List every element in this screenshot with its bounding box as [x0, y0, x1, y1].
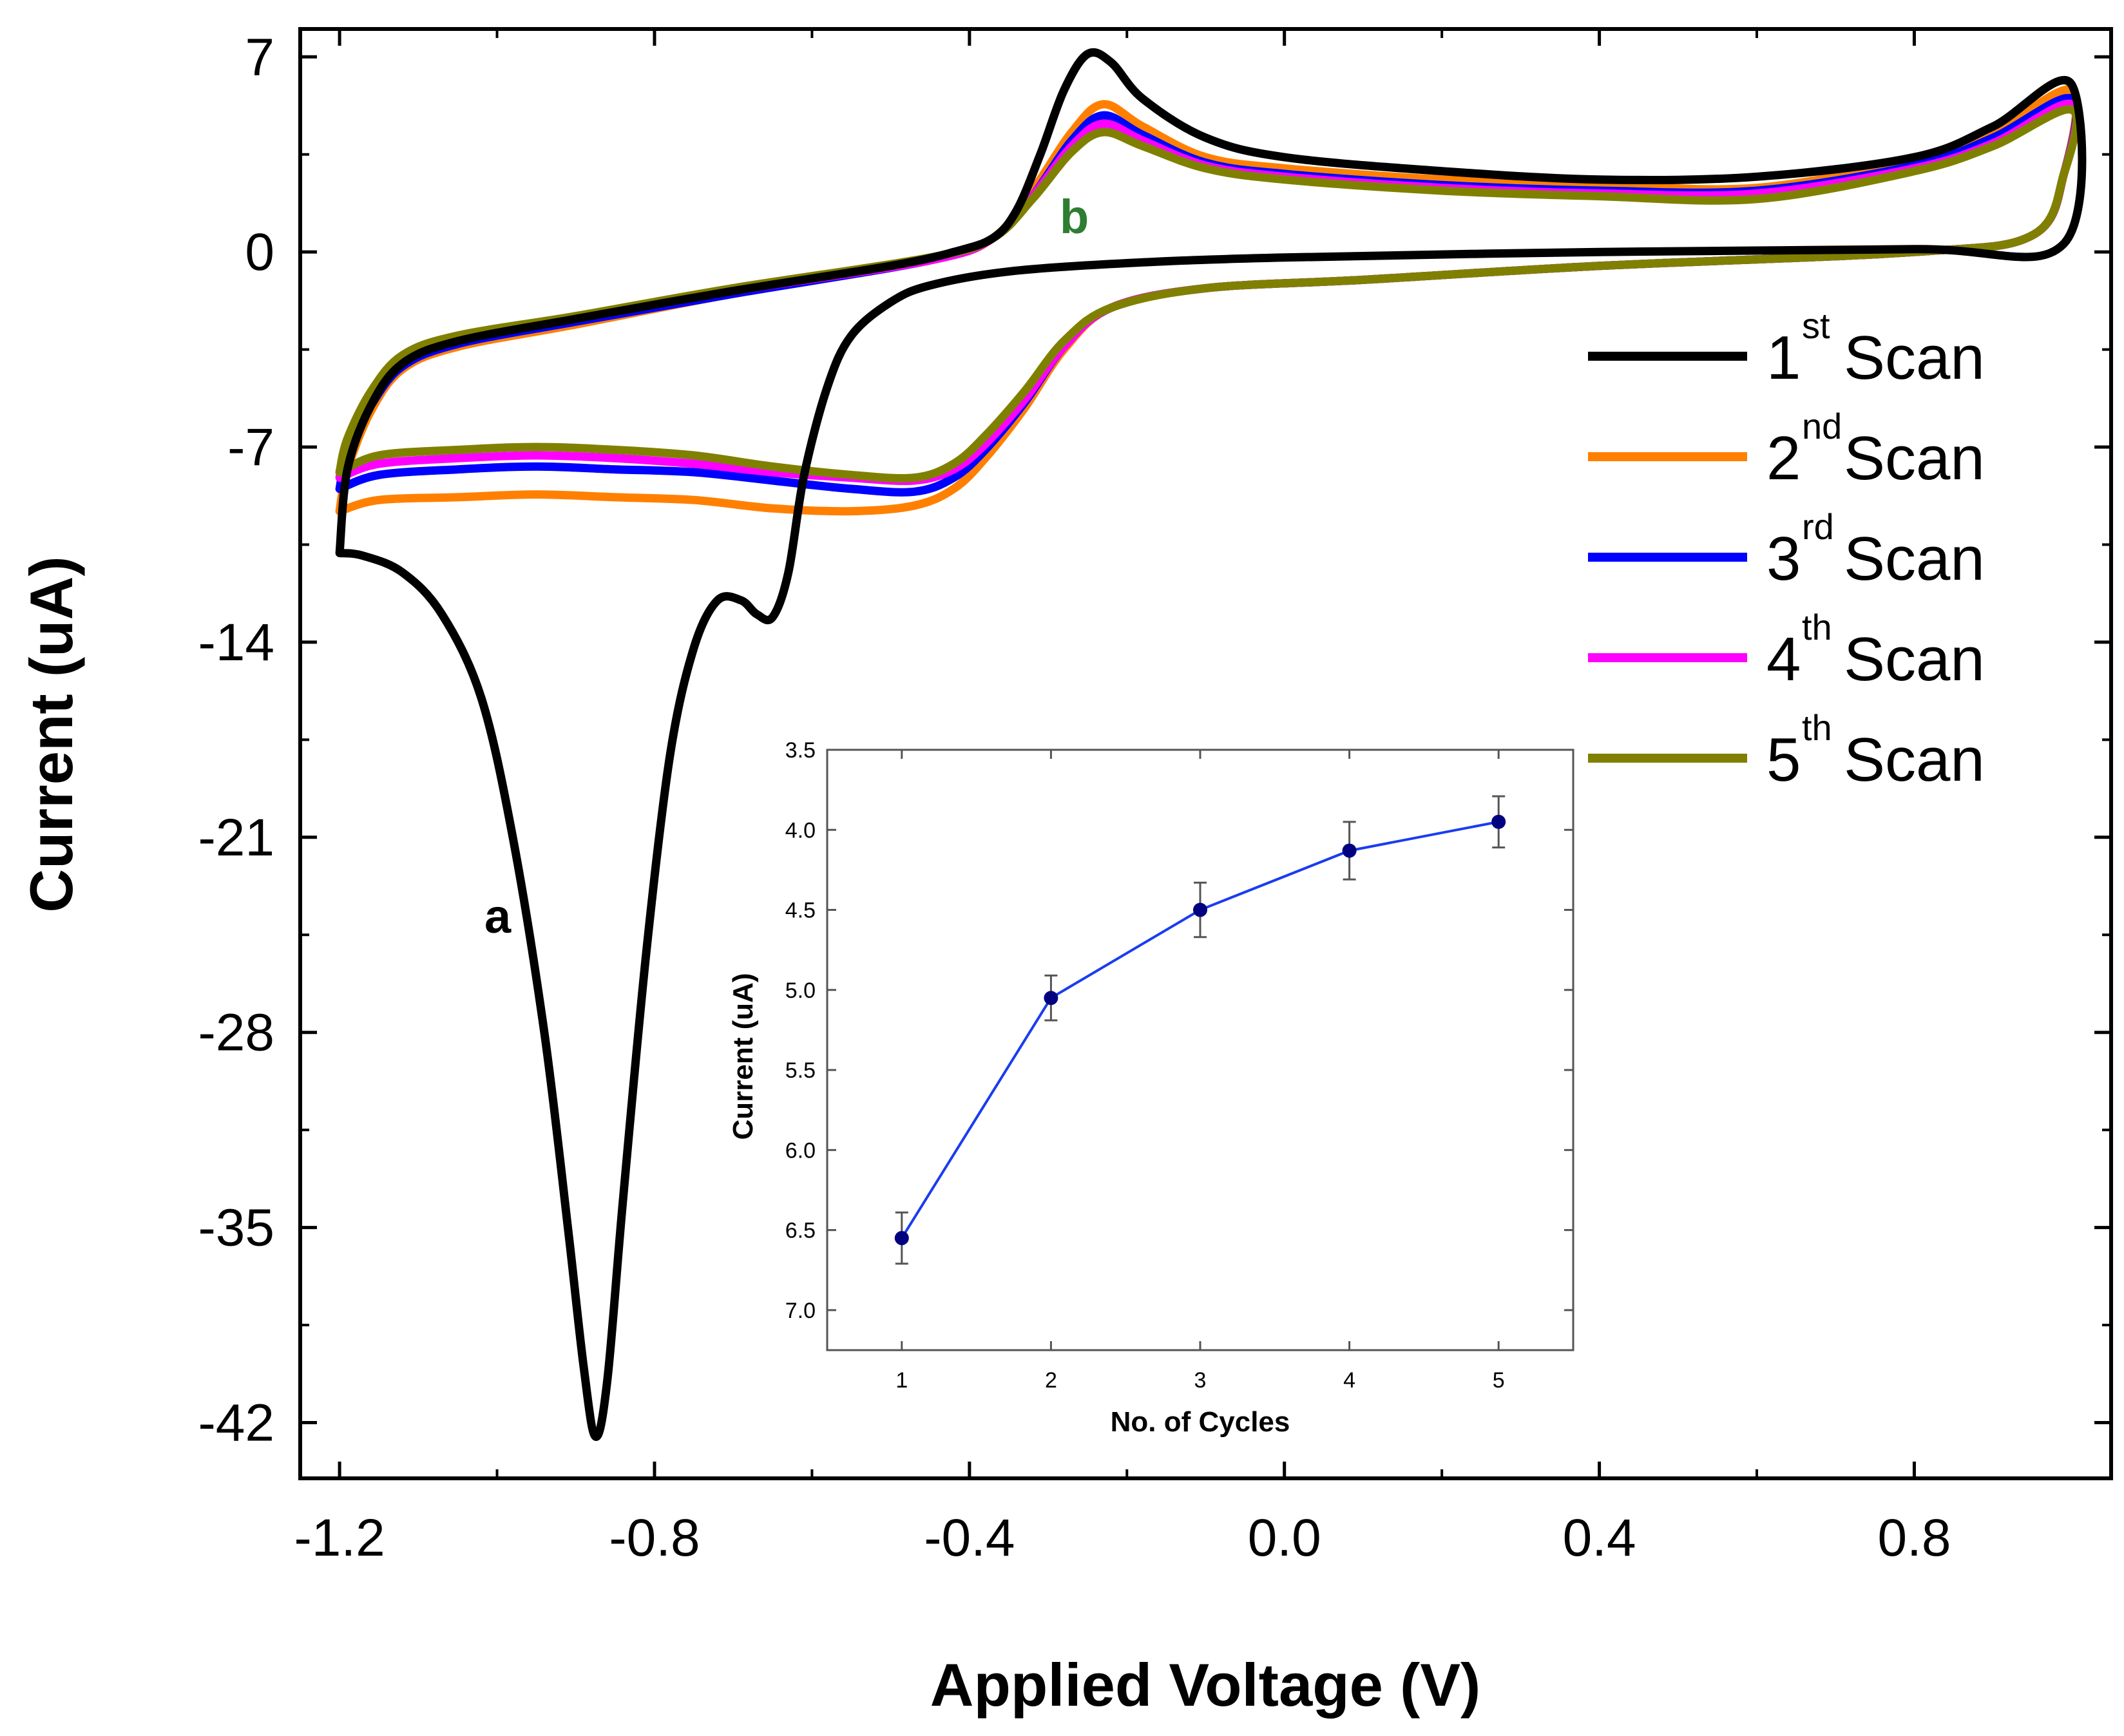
series-line-scan-1 [335, 48, 2087, 1441]
x-tick-label: -0.8 [609, 1509, 700, 1567]
inset-data-point [1044, 991, 1058, 1006]
legend-label-scan-1-ordinal: st [1802, 305, 1830, 346]
main-axis-ticks [300, 29, 2111, 1478]
y-tick-label: -7 [227, 418, 274, 477]
legend-label-scan-5-text: Scan [1844, 725, 1985, 794]
legend-label-scan-4-text: Scan [1844, 625, 1985, 694]
y-tick-label: 7 [245, 28, 274, 86]
x-tick-label: 0.8 [1877, 1509, 1951, 1567]
x-tick-label: -0.4 [924, 1509, 1015, 1567]
inset-x-tick-label: 3 [1194, 1368, 1207, 1393]
x-axis-title: Applied Voltage (V) [930, 1651, 1481, 1719]
legend-label-scan-1-text: Scan [1844, 323, 1985, 392]
y-tick-label: -35 [198, 1199, 274, 1257]
inset-y-axis-title: Current (uA) [727, 973, 759, 1140]
legend-label-scan-2-ordinal: nd [1802, 406, 1842, 446]
inset-series-group [894, 795, 1506, 1265]
main-series-group [335, 48, 2087, 1441]
inset-plot-frame [826, 749, 1574, 1351]
inset-data-point [1342, 843, 1357, 858]
legend-label-scan-4-ordinal: th [1802, 607, 1832, 647]
main-tick-labels: -1.2 -0.8 -0.4 0.0 0.4 0.8 7 0 -7 -14 -21 -28 -35 -42 [198, 28, 1951, 1567]
inset-y-tick-label: 3.5 [785, 738, 816, 763]
inset-y-tick-label: 5.0 [785, 978, 816, 1003]
inset-x-tick-label: 4 [1343, 1368, 1355, 1393]
y-axis-title: Current (uA) [17, 556, 85, 913]
inset-data-point [1491, 814, 1506, 829]
legend-label-scan-5-ordinal: th [1802, 707, 1832, 748]
inset-y-tick-label: 4.5 [785, 899, 816, 923]
inset-y-tick-label: 7.0 [785, 1299, 816, 1323]
legend-label-scan-3-ordinal: rd [1802, 506, 1834, 547]
inset-x-tick-label: 5 [1493, 1368, 1505, 1393]
inset-y-tick-label: 4.0 [785, 818, 816, 843]
inset-y-tick-label: 6.0 [785, 1138, 816, 1163]
y-tick-label: 0 [245, 223, 274, 281]
peak-label-b: b [1060, 190, 1089, 243]
main-plot-frame [298, 27, 2113, 1480]
legend-label-scan-2-number: 2 [1766, 424, 1801, 493]
legend-label-scan-4-number: 4 [1766, 625, 1801, 694]
legend-label-scan-3-number: 3 [1766, 524, 1801, 593]
inset-data-point [1193, 902, 1207, 917]
inset-y-tick-label: 6.5 [785, 1219, 816, 1243]
legend-label-scan-2-text: Scan [1844, 424, 1985, 493]
legend-label-scan-3-text: Scan [1844, 524, 1985, 593]
x-tick-label: 0.4 [1563, 1509, 1636, 1567]
x-tick-label: 0.0 [1248, 1509, 1321, 1567]
legend-label-scan-5-number: 5 [1766, 725, 1801, 794]
inset-x-axis-title: No. of Cycles [1111, 1406, 1290, 1438]
inset-y-tick-label: 5.5 [785, 1058, 816, 1083]
legend-label-scan-1-number: 1 [1766, 323, 1801, 392]
inset-tick-labels: 1 2 3 4 5 3.5 4.0 4.5 5.0 5.5 6.0 6.5 7.0 [785, 738, 1505, 1393]
inset-x-tick-label: 1 [895, 1368, 908, 1393]
y-tick-label: -42 [198, 1393, 274, 1452]
y-tick-label: -28 [198, 1004, 274, 1062]
inset-x-tick-label: 2 [1045, 1368, 1057, 1393]
y-tick-label: -14 [198, 613, 274, 672]
inset-axis-ticks [827, 749, 1573, 1350]
y-tick-label: -21 [198, 808, 274, 867]
x-tick-label: -1.2 [294, 1509, 385, 1567]
peak-label-a: a [484, 890, 512, 943]
inset-data-point [894, 1231, 909, 1246]
